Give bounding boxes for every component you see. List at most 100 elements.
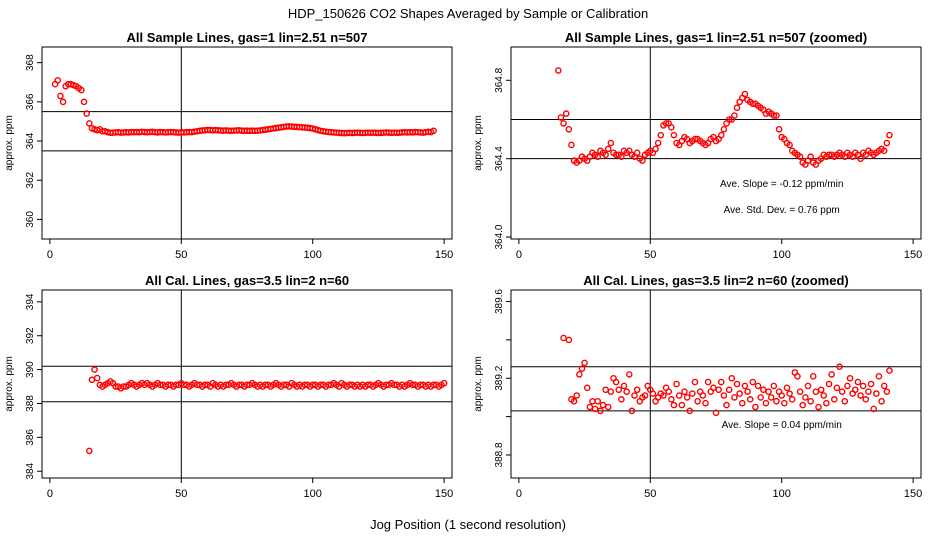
data-point xyxy=(733,104,741,112)
data-point xyxy=(778,392,786,399)
data-point xyxy=(681,388,688,395)
panel-sample-lines-zoomed: All Sample Lines, gas=1 lin=2.51 n=507 (… xyxy=(473,30,922,261)
data-point xyxy=(555,67,562,74)
x-tick-label: 0 xyxy=(47,249,53,261)
data-point xyxy=(683,394,691,401)
data-point xyxy=(731,394,738,401)
panel-cal-lines: All Cal. Lines, gas=3.5 lin=2 n=60 0 50 100… xyxy=(4,273,453,500)
data-point xyxy=(823,399,830,407)
data-point xyxy=(760,386,767,394)
data-point xyxy=(88,376,96,384)
data-point xyxy=(633,386,641,394)
slope-annotation: Ave. Slope = 0.04 ppm/min xyxy=(722,420,842,431)
data-point xyxy=(723,401,730,409)
plot-frame xyxy=(510,46,922,240)
data-point xyxy=(604,145,612,153)
data-point xyxy=(749,378,757,386)
data-point xyxy=(691,135,699,143)
y-tick-label: 364 xyxy=(25,132,36,149)
data-point xyxy=(767,394,775,401)
data-point xyxy=(691,378,699,386)
data-point xyxy=(589,397,596,405)
panel-title: All Sample Lines, gas=1 lin=2.51 n=507 xyxy=(127,30,368,45)
data-point xyxy=(875,373,883,380)
data-point xyxy=(731,112,738,119)
data-point xyxy=(560,120,567,127)
data-point xyxy=(623,388,630,395)
data-point xyxy=(670,131,678,139)
plot-frame xyxy=(41,289,453,479)
y-axis-label: approx. ppm xyxy=(473,356,484,412)
data-point xyxy=(562,110,570,117)
data-point xyxy=(770,112,778,119)
data-point xyxy=(604,403,612,411)
y-tick-label: 360 xyxy=(25,211,36,228)
y-tick-label: 392 xyxy=(25,327,36,344)
data-point xyxy=(686,407,694,415)
data-point xyxy=(620,382,628,390)
data-point xyxy=(652,145,659,153)
data-point xyxy=(804,382,812,390)
data-point xyxy=(886,131,893,139)
data-point xyxy=(773,112,780,119)
data-point xyxy=(618,153,625,161)
data-point xyxy=(607,139,615,147)
y-axis-label: approx. ppm xyxy=(4,356,15,412)
data-point xyxy=(796,388,804,395)
data-point xyxy=(854,378,862,386)
data-point xyxy=(673,380,680,388)
data-point xyxy=(586,403,594,411)
x-tick-label: 150 xyxy=(904,249,922,261)
data-point xyxy=(720,125,728,133)
data-point xyxy=(741,382,749,390)
y-tick-label: 389.2 xyxy=(494,365,505,390)
data-point xyxy=(618,396,625,403)
panel-title: All Sample Lines, gas=1 lin=2.51 n=507 (… xyxy=(565,30,867,45)
data-point xyxy=(817,386,825,394)
data-point xyxy=(799,401,807,409)
data-point xyxy=(594,397,602,405)
panel-sample-lines: All Sample Lines, gas=1 lin=2.51 n=507 0 5… xyxy=(4,30,453,261)
data-point xyxy=(880,382,888,390)
data-point xyxy=(762,399,770,407)
data-point xyxy=(570,397,578,405)
data-point xyxy=(815,403,822,411)
data-point xyxy=(809,373,817,380)
data-point xyxy=(883,388,891,395)
data-point xyxy=(825,151,833,159)
y-axis-label: approx. ppm xyxy=(473,115,484,171)
data-point xyxy=(581,359,588,367)
y-tick-label: 366 xyxy=(25,93,36,110)
x-tick-label: 0 xyxy=(47,488,53,500)
data-point xyxy=(599,401,607,409)
data-point xyxy=(602,386,609,394)
y-tick-label: 364.0 xyxy=(494,224,505,249)
data-point xyxy=(851,386,859,394)
x-tick-label: 0 xyxy=(516,249,522,261)
data-point xyxy=(717,131,725,139)
data-point xyxy=(857,155,864,162)
data-point xyxy=(628,407,636,415)
data-point xyxy=(602,151,609,159)
data-point xyxy=(704,378,712,386)
data-point xyxy=(699,392,707,399)
data-point xyxy=(728,374,736,382)
data-point xyxy=(594,153,602,161)
data-point xyxy=(440,379,448,387)
x-tick-label: 150 xyxy=(435,488,453,500)
data-point xyxy=(625,371,633,378)
data-point xyxy=(657,131,665,139)
data-point xyxy=(770,382,778,390)
y-tick-label: 384 xyxy=(25,462,36,479)
plot-frame xyxy=(510,289,922,479)
data-point xyxy=(670,401,678,409)
data-point xyxy=(649,390,657,397)
data-point xyxy=(59,98,67,106)
x-tick-label: 100 xyxy=(304,488,322,500)
y-tick-label: 394 xyxy=(25,293,36,310)
data-point xyxy=(883,139,891,147)
data-point xyxy=(783,384,791,392)
data-point xyxy=(833,384,841,392)
panel-cal-lines-zoomed: All Cal. Lines, gas=3.5 lin=2 n=60 (zoom… xyxy=(473,273,922,500)
